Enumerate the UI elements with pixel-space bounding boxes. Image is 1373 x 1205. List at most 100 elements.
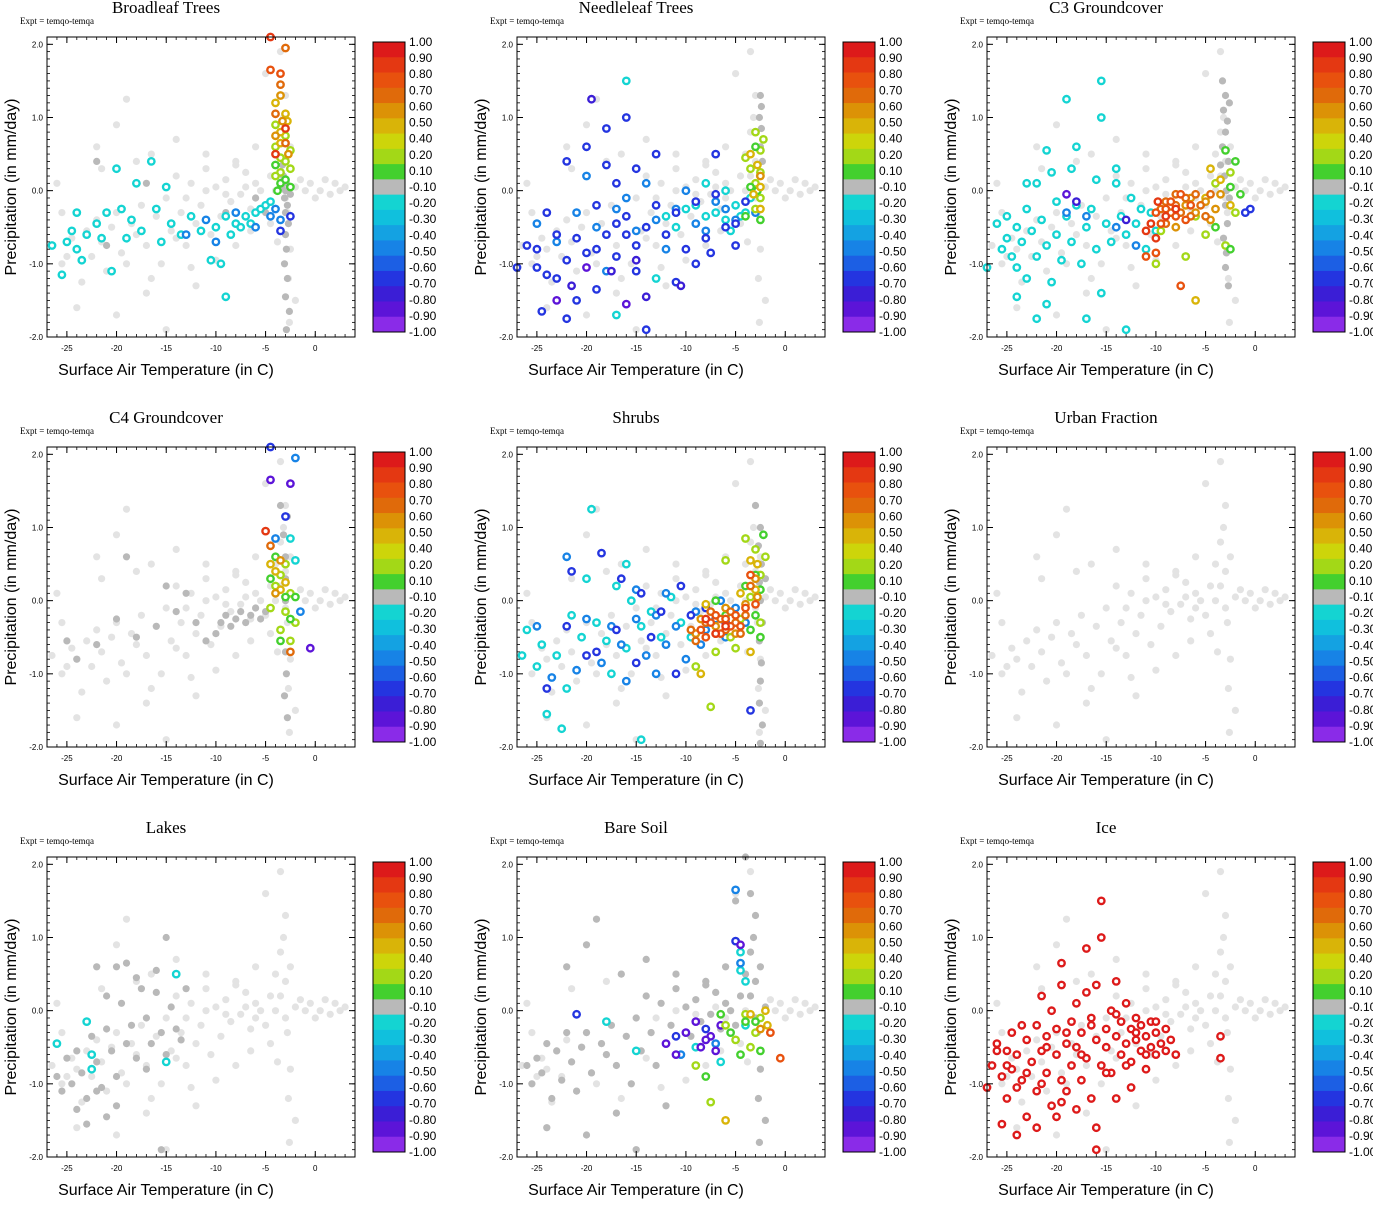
background-point (296, 176, 304, 184)
data-point (731, 219, 740, 229)
data-point (1161, 204, 1171, 214)
colorbar-swatch (843, 589, 875, 606)
colorbar-swatch (373, 482, 405, 499)
data-point (1226, 167, 1235, 177)
data-point (701, 599, 711, 609)
expt-label: Expt = temqo-temqa (490, 836, 564, 846)
background-point (558, 662, 566, 671)
background-point (1225, 728, 1233, 737)
background-point (252, 999, 260, 1007)
data-point (592, 618, 601, 627)
data-point (1012, 1083, 1022, 1092)
data-point (741, 610, 750, 620)
background-point (1052, 619, 1061, 627)
colorbar-swatch (1313, 1060, 1345, 1077)
background-point (73, 304, 81, 312)
x-tick-label: 0 (783, 344, 788, 353)
background-point (1182, 1003, 1190, 1011)
data-point (271, 160, 280, 170)
background-point (1142, 150, 1150, 158)
panel-title: Ice (1096, 818, 1117, 837)
background-point (1177, 600, 1185, 608)
background-point (321, 586, 329, 594)
background-point (754, 274, 763, 283)
data-point (607, 266, 616, 276)
background-point (749, 113, 758, 122)
background-point (736, 172, 745, 180)
background-point (132, 567, 140, 576)
data-point (108, 1047, 116, 1055)
background-point (112, 941, 121, 949)
colorbar-label: 0.70 (1349, 903, 1373, 917)
background-point (1127, 589, 1135, 597)
data-point (1091, 1145, 1101, 1155)
colorbar: 1.000.900.800.700.600.500.400.200.10-0.1… (842, 445, 907, 749)
data-point (617, 970, 625, 978)
series-9 (756, 171, 765, 181)
background-point (1057, 249, 1066, 257)
background-point (523, 589, 531, 597)
background-point (63, 252, 71, 261)
background-point (811, 593, 819, 601)
data-point (756, 91, 765, 100)
series-9 (766, 1028, 785, 1063)
background-point (1043, 677, 1051, 685)
data-point (592, 222, 601, 232)
data-point (763, 1020, 772, 1030)
background-point (1246, 589, 1254, 597)
data-point (112, 164, 121, 174)
data-point (1219, 234, 1228, 242)
background-point (237, 190, 245, 198)
background-point (212, 1076, 220, 1084)
background-point (1192, 999, 1200, 1007)
background-point (147, 274, 155, 283)
series-5 (552, 263, 631, 309)
background-point (217, 1032, 225, 1040)
data-point (754, 1094, 763, 1103)
data-point (252, 604, 260, 612)
background-point (597, 630, 606, 638)
background-point (197, 1021, 205, 1029)
data-point (755, 1138, 764, 1146)
plot-area (987, 447, 1295, 747)
data-point (1096, 288, 1106, 298)
colorbar-label: 0.90 (409, 461, 433, 475)
background-point (801, 179, 809, 187)
background-point (283, 1029, 291, 1037)
data-point (122, 553, 131, 561)
data-point (1224, 282, 1232, 290)
background-point (1182, 988, 1190, 997)
background-point (1192, 963, 1200, 971)
colorbar: 1.000.900.800.700.600.500.400.200.10-0.1… (372, 855, 437, 1159)
colorbar-label: -0.50 (409, 654, 437, 668)
background-point (602, 977, 611, 986)
data-point (271, 171, 280, 181)
background-point (63, 1072, 71, 1081)
data-point (266, 574, 275, 584)
y-axis-label: Precipitation (in mm/day) (943, 919, 960, 1096)
data-point (711, 189, 721, 199)
background-point (147, 560, 155, 568)
colorbar-label: 0.10 (409, 164, 433, 178)
data-point (1077, 1075, 1086, 1085)
data-point (1042, 145, 1052, 155)
background-point (306, 589, 314, 597)
colorbar-swatch (1313, 452, 1345, 468)
plot-frame (986, 446, 1296, 748)
data-point (691, 1061, 701, 1070)
data-point (1002, 1094, 1012, 1103)
data-point (567, 610, 576, 620)
colorbar-label: -0.10 (1349, 1000, 1373, 1014)
background-point (1177, 1010, 1185, 1018)
data-point (1219, 106, 1228, 114)
data-point (68, 1080, 76, 1088)
colorbar-swatch (373, 209, 405, 226)
x-tick-label: -5 (262, 754, 270, 763)
background-point (672, 575, 680, 583)
data-point (290, 592, 300, 602)
background-point (237, 600, 245, 608)
data-point (1111, 178, 1121, 188)
data-point (692, 996, 700, 1004)
data-point (749, 933, 758, 942)
